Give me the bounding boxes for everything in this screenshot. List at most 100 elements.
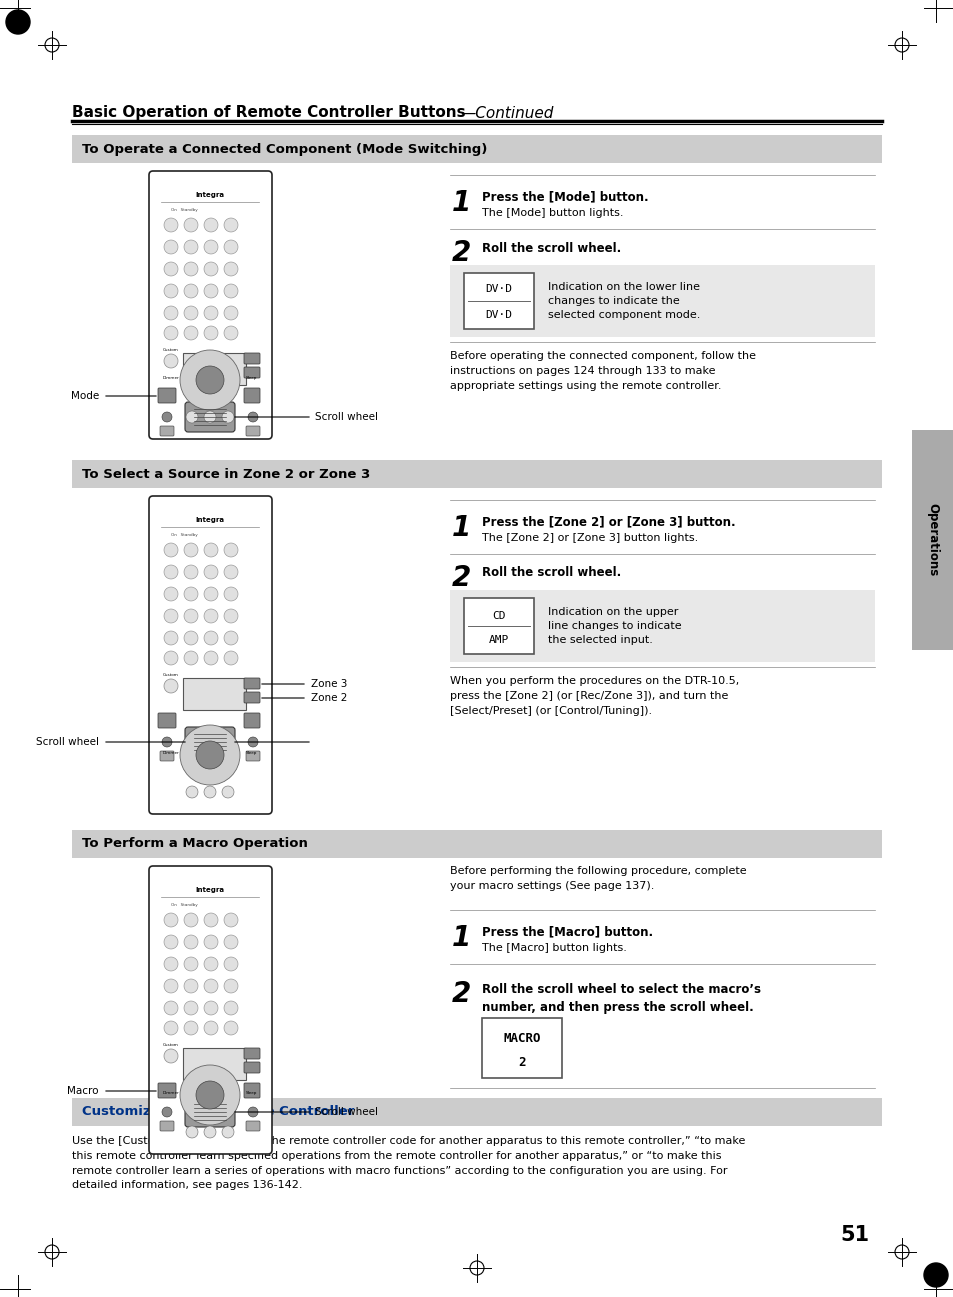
Text: Before performing the following procedure, complete
your macro settings (See pag: Before performing the following procedur… bbox=[450, 866, 746, 891]
Circle shape bbox=[204, 543, 218, 556]
Text: 2: 2 bbox=[452, 564, 471, 591]
FancyBboxPatch shape bbox=[246, 751, 260, 761]
Circle shape bbox=[204, 610, 218, 623]
Circle shape bbox=[164, 565, 178, 578]
FancyBboxPatch shape bbox=[158, 388, 175, 403]
Circle shape bbox=[164, 979, 178, 994]
Circle shape bbox=[222, 786, 233, 798]
Circle shape bbox=[224, 913, 237, 927]
Text: Before operating the connected component, follow the
instructions on pages 124 t: Before operating the connected component… bbox=[450, 351, 755, 390]
Text: Use the [Custom] button “to enter the remote controller code for another apparat: Use the [Custom] button “to enter the re… bbox=[71, 1136, 744, 1191]
Circle shape bbox=[164, 284, 178, 298]
Circle shape bbox=[204, 262, 218, 276]
Circle shape bbox=[164, 354, 178, 368]
Circle shape bbox=[195, 741, 224, 769]
Circle shape bbox=[204, 786, 215, 798]
Circle shape bbox=[184, 1021, 198, 1035]
Text: Mode: Mode bbox=[71, 390, 99, 401]
Circle shape bbox=[224, 632, 237, 645]
Circle shape bbox=[195, 366, 224, 394]
Text: Basic Operation of Remote Controller Buttons: Basic Operation of Remote Controller But… bbox=[71, 105, 465, 121]
FancyBboxPatch shape bbox=[246, 425, 260, 436]
Text: The [Macro] button lights.: The [Macro] button lights. bbox=[481, 943, 626, 953]
Text: Operations: Operations bbox=[925, 503, 939, 577]
Circle shape bbox=[164, 632, 178, 645]
Text: Integra: Integra bbox=[195, 518, 224, 523]
FancyBboxPatch shape bbox=[244, 388, 260, 403]
Text: When you perform the procedures on the DTR-10.5,
press the [Zone 2] (or [Rec/Zon: When you perform the procedures on the D… bbox=[450, 676, 739, 716]
Circle shape bbox=[164, 610, 178, 623]
Circle shape bbox=[164, 957, 178, 971]
FancyBboxPatch shape bbox=[246, 1121, 260, 1131]
Circle shape bbox=[184, 935, 198, 949]
Circle shape bbox=[184, 543, 198, 556]
Circle shape bbox=[248, 412, 257, 422]
Text: Customizing Your Remote Controller: Customizing Your Remote Controller bbox=[82, 1105, 354, 1118]
Circle shape bbox=[204, 565, 218, 578]
Circle shape bbox=[184, 979, 198, 994]
FancyBboxPatch shape bbox=[185, 728, 234, 757]
Text: Custom: Custom bbox=[163, 673, 178, 677]
Circle shape bbox=[164, 543, 178, 556]
Circle shape bbox=[162, 1108, 172, 1117]
Text: 1: 1 bbox=[452, 189, 471, 217]
Circle shape bbox=[184, 218, 198, 232]
Circle shape bbox=[164, 262, 178, 276]
Text: On   Standby: On Standby bbox=[171, 208, 197, 211]
Circle shape bbox=[204, 240, 218, 254]
FancyBboxPatch shape bbox=[183, 1048, 246, 1080]
Circle shape bbox=[204, 218, 218, 232]
FancyBboxPatch shape bbox=[160, 425, 173, 436]
Circle shape bbox=[224, 651, 237, 665]
Text: Press the [Mode] button.: Press the [Mode] button. bbox=[481, 191, 648, 204]
Circle shape bbox=[184, 240, 198, 254]
Circle shape bbox=[204, 632, 218, 645]
Text: —Continued: —Continued bbox=[459, 105, 553, 121]
Text: 51: 51 bbox=[840, 1224, 869, 1245]
Circle shape bbox=[204, 411, 215, 423]
Circle shape bbox=[180, 350, 240, 410]
FancyBboxPatch shape bbox=[183, 678, 246, 709]
Circle shape bbox=[164, 1021, 178, 1035]
Text: Integra: Integra bbox=[195, 192, 224, 198]
Text: Macro: Macro bbox=[68, 1086, 99, 1096]
Text: Custom: Custom bbox=[163, 1043, 178, 1047]
Text: 1: 1 bbox=[452, 514, 471, 542]
Circle shape bbox=[224, 588, 237, 601]
Circle shape bbox=[164, 240, 178, 254]
Text: Scroll wheel: Scroll wheel bbox=[36, 737, 99, 747]
Circle shape bbox=[184, 1001, 198, 1016]
Text: 2: 2 bbox=[452, 239, 471, 267]
FancyBboxPatch shape bbox=[158, 1083, 175, 1099]
FancyBboxPatch shape bbox=[244, 353, 260, 364]
FancyBboxPatch shape bbox=[71, 135, 882, 163]
Circle shape bbox=[204, 588, 218, 601]
Circle shape bbox=[204, 1126, 215, 1137]
Text: To Perform a Macro Operation: To Perform a Macro Operation bbox=[82, 838, 308, 851]
FancyBboxPatch shape bbox=[244, 1083, 260, 1099]
Circle shape bbox=[224, 565, 237, 578]
FancyBboxPatch shape bbox=[71, 460, 882, 488]
Text: On   Standby: On Standby bbox=[171, 533, 197, 537]
Text: Zone 2: Zone 2 bbox=[311, 693, 347, 703]
Circle shape bbox=[204, 651, 218, 665]
Circle shape bbox=[204, 306, 218, 320]
Circle shape bbox=[224, 979, 237, 994]
Text: 2: 2 bbox=[517, 1056, 525, 1069]
Text: AMP: AMP bbox=[488, 636, 509, 645]
Circle shape bbox=[222, 1126, 233, 1137]
Circle shape bbox=[224, 957, 237, 971]
Text: Dimmer: Dimmer bbox=[163, 751, 179, 755]
Circle shape bbox=[162, 737, 172, 747]
Circle shape bbox=[164, 651, 178, 665]
FancyBboxPatch shape bbox=[183, 353, 246, 385]
Circle shape bbox=[164, 1001, 178, 1016]
Text: Sleep: Sleep bbox=[245, 376, 256, 380]
Text: Scroll wheel: Scroll wheel bbox=[314, 1108, 377, 1117]
Text: Press the [Macro] button.: Press the [Macro] button. bbox=[481, 926, 653, 939]
Circle shape bbox=[224, 218, 237, 232]
Circle shape bbox=[164, 935, 178, 949]
Circle shape bbox=[195, 1080, 224, 1109]
Text: Zone 3: Zone 3 bbox=[311, 680, 347, 689]
Circle shape bbox=[186, 786, 198, 798]
